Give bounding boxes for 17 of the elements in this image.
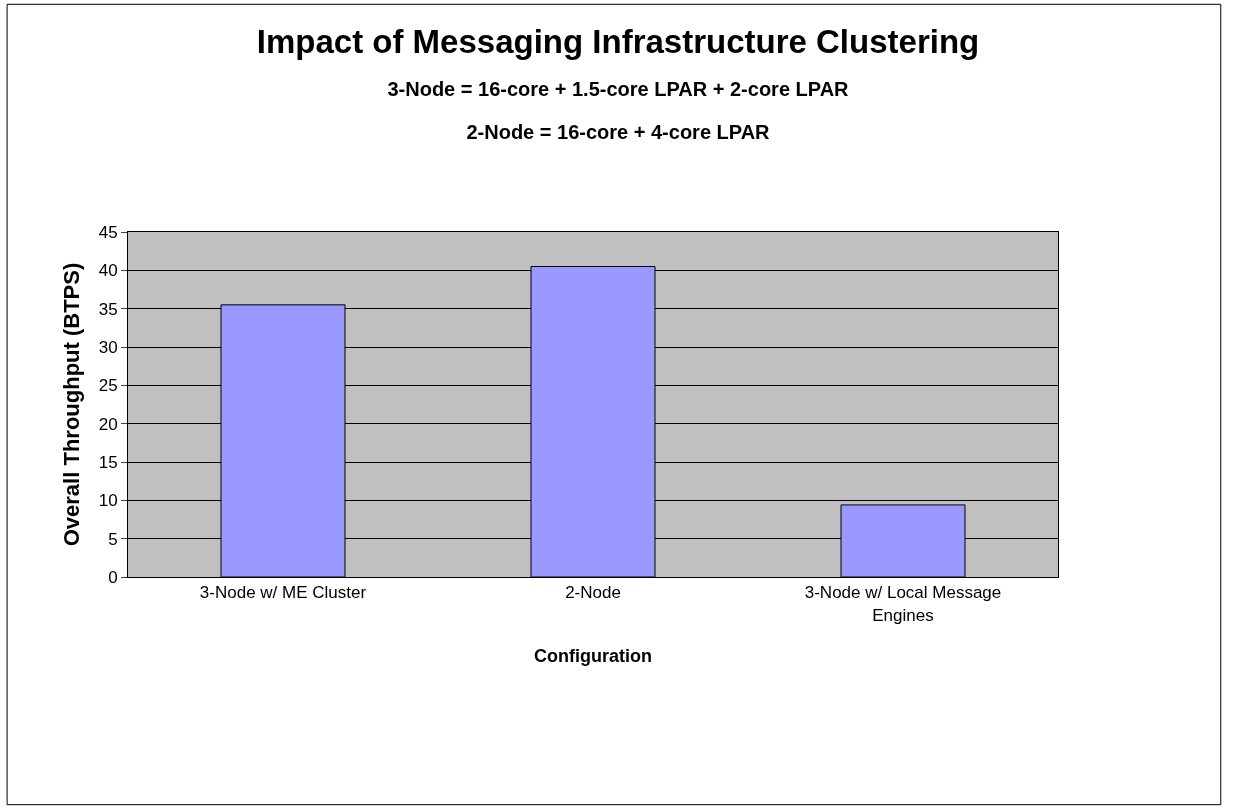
x-tick-label: 3-Node w/ Local Message Engines <box>804 583 1002 625</box>
y-tick-label: 45 <box>98 222 118 242</box>
y-tick-label: 35 <box>98 299 118 319</box>
y-tick-label: 0 <box>108 567 118 587</box>
x-tick-label: 2-Node <box>565 583 621 603</box>
y-tick-label: 5 <box>108 529 118 549</box>
y-tick-label: 25 <box>98 376 118 396</box>
y-tick-label: 30 <box>98 337 118 357</box>
y-tick-label: 15 <box>98 452 118 472</box>
y-tick-label: 20 <box>98 414 118 434</box>
x-axis-title: Configuration <box>534 645 652 666</box>
x-tick-label: 3-Node w/ ME Cluster <box>199 583 367 603</box>
chart-title: Impact of Messaging Infrastructure Clustering <box>256 22 980 60</box>
y-axis-title: Overall Throughput (BTPS) <box>59 262 85 547</box>
y-tick-label: 10 <box>98 491 118 511</box>
y-tick-label: 40 <box>98 261 118 281</box>
chart-subtitle: 3-Node = 16-core + 1.5-core LPAR + 2-core LPAR 2-Node = 16-core + 4-core LPAR <box>387 77 850 143</box>
